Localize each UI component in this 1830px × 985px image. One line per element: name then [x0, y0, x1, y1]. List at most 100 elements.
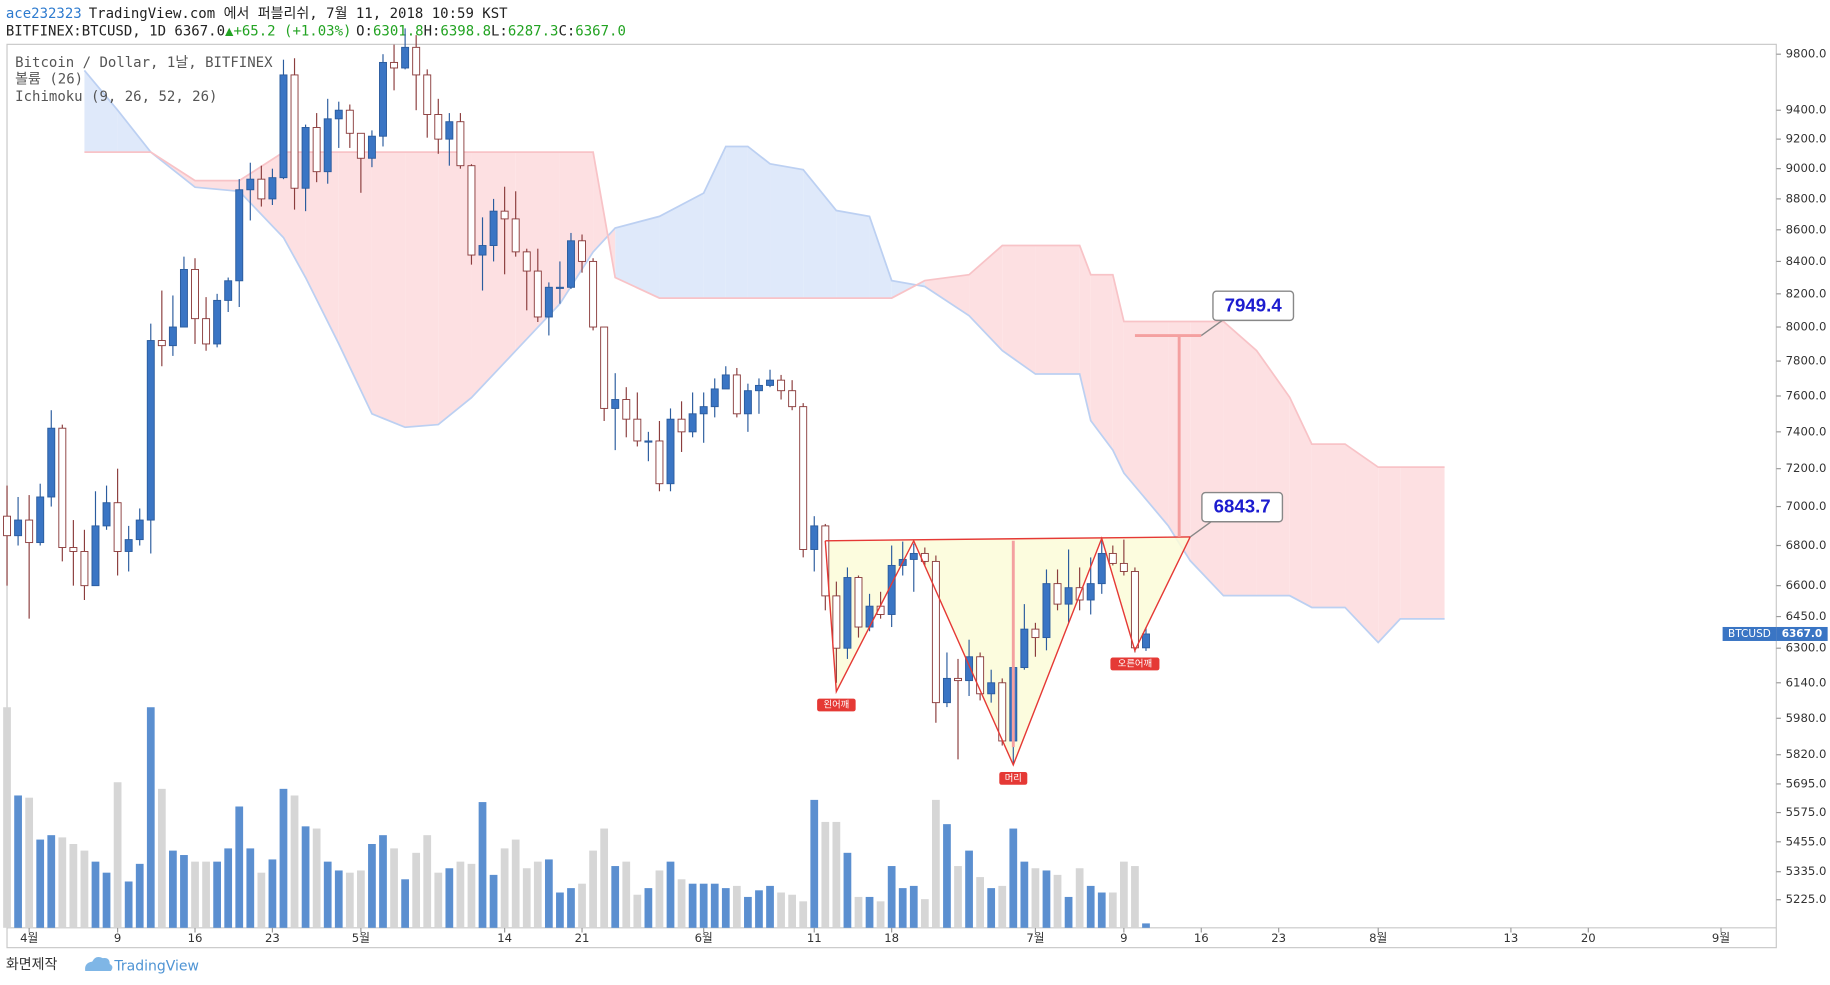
volume-bar [954, 866, 962, 928]
cloud-fill [725, 146, 748, 299]
volume-bar [91, 861, 100, 928]
legend-entry: 볼륨 (26) [15, 71, 83, 87]
volume-bar [655, 870, 664, 928]
y-tick-label: 5820.0 [1786, 747, 1827, 761]
x-tick-label: 16 [188, 931, 203, 945]
volume-bar [799, 901, 808, 928]
y-tick-label: 9000.0 [1786, 161, 1827, 175]
candle-body [533, 270, 542, 318]
candle-body [91, 525, 100, 587]
x-tick-label: 18 [884, 931, 899, 945]
y-tick-label: 7200.0 [1786, 461, 1827, 475]
volume-bar [611, 866, 620, 928]
cloud-fill [836, 210, 870, 299]
cloud-fill [703, 146, 726, 299]
volume-bar [511, 839, 520, 928]
pattern-label-box [1110, 657, 1160, 671]
volume-bar [157, 788, 166, 928]
cloud-fill [195, 180, 240, 192]
ohlc-value: 6367.0 [575, 24, 626, 40]
y-tick-label: 8400.0 [1786, 254, 1827, 268]
candle-body [69, 547, 78, 552]
volume-bar [467, 863, 476, 928]
candle-body [754, 384, 763, 392]
candle-body [865, 605, 874, 628]
y-tick-label: 5455.0 [1786, 834, 1827, 848]
volume-bar [1086, 885, 1095, 928]
candle-body [721, 374, 730, 390]
volume-bar [898, 888, 907, 928]
header-line: ace232323 TradingView.com 에서 퍼블리쉬, 7월 11,… [6, 6, 508, 22]
candle-body [135, 519, 144, 541]
y-tick-label: 5575.0 [1786, 805, 1827, 819]
volume-bar [69, 843, 78, 928]
volume-bar [1075, 868, 1084, 928]
candle-body [732, 374, 741, 415]
candle-body [578, 240, 587, 262]
volume-bar [788, 894, 797, 928]
y-tick-label: 9200.0 [1786, 132, 1827, 146]
callout-box [1201, 491, 1284, 523]
footer-brand[interactable]: TradingView [113, 958, 199, 974]
candle-body [544, 286, 553, 318]
cloud-fill [803, 169, 837, 299]
y-tick-label: 7400.0 [1786, 424, 1827, 438]
ohlc-key: O: [356, 24, 373, 40]
y-tick-label: 8800.0 [1786, 191, 1827, 205]
candle-body [600, 326, 609, 409]
cloud-fill [1311, 444, 1346, 608]
volume-bar [766, 885, 774, 928]
volume-bar [721, 888, 730, 928]
volume-bar [677, 879, 686, 928]
volume-bar [876, 901, 885, 928]
candle-body [356, 132, 365, 159]
volume-bar [334, 870, 343, 928]
candle-body [743, 390, 752, 415]
symbol-line: BITFINEX:BTCUSD, 1D 6367.0▲+65.2 (+1.03%… [6, 24, 626, 40]
candle-body [146, 340, 155, 521]
volume-bar [180, 855, 188, 928]
candle-body [1031, 628, 1040, 639]
pattern-label-box [999, 771, 1028, 785]
candle-body [58, 427, 67, 548]
candle-body [522, 251, 531, 272]
volume-bar [533, 861, 542, 928]
volume-bar [567, 888, 575, 928]
candle-body [467, 165, 476, 256]
volume-bar [224, 848, 233, 928]
pattern-label-box [817, 698, 856, 712]
volume-bar [1064, 896, 1073, 928]
candle-body [644, 440, 653, 443]
volume-bar [522, 868, 531, 928]
volume-bar [1097, 892, 1106, 928]
candle-body [688, 413, 697, 433]
candle-body [345, 109, 354, 134]
candle-body [312, 127, 321, 173]
volume-bar [600, 828, 609, 928]
candle-body [367, 135, 376, 159]
candle-body [987, 682, 996, 695]
callout-pointer [1200, 319, 1223, 337]
pattern-fill [825, 536, 1191, 765]
x-tick-label: 9 [114, 931, 121, 945]
volume-bar [666, 861, 675, 928]
author[interactable]: ace232323 [6, 6, 82, 22]
volume-bar [1020, 861, 1029, 928]
y-tick-label: 6140.0 [1786, 675, 1827, 689]
volume-bar [191, 861, 199, 928]
volume-bar [357, 870, 365, 928]
candle-body [379, 61, 387, 137]
candle-body [25, 519, 34, 544]
volume-bar [135, 863, 144, 928]
x-tick-label: 23 [265, 931, 280, 945]
cloud-fill [1079, 245, 1091, 421]
volume-bar [622, 861, 631, 928]
volume-bar [909, 885, 918, 928]
volume-bar [146, 707, 155, 928]
candle-body [555, 286, 564, 289]
candle-body [1119, 562, 1128, 572]
candle-body [611, 399, 620, 409]
y-tick-label: 5225.0 [1786, 892, 1827, 906]
x-tick-label: 20 [1581, 931, 1596, 945]
